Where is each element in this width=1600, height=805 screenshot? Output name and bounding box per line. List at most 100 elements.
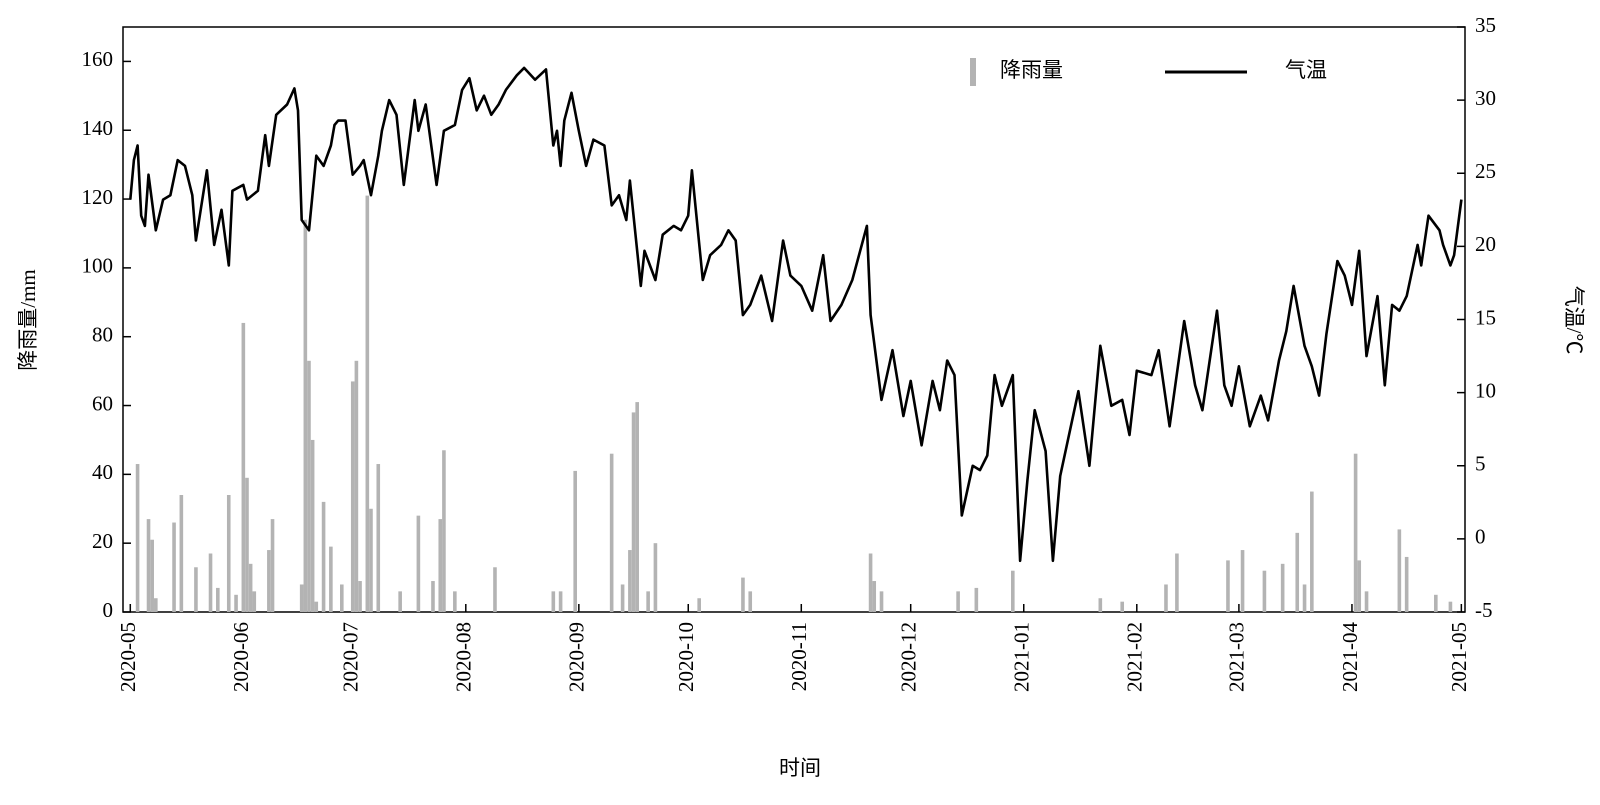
rain-bar	[1164, 584, 1168, 612]
rain-bar	[365, 195, 370, 612]
rain-bar	[956, 591, 960, 612]
rain-bar	[1120, 601, 1125, 612]
rain-bar	[314, 601, 319, 612]
x-tick-label: 2020-09	[565, 622, 589, 692]
y2-tick-label: 25	[1475, 159, 1496, 183]
y2-tick-label: 15	[1475, 305, 1496, 329]
x-tick-label: 2021-04	[1338, 622, 1362, 692]
rain-bar	[868, 553, 873, 612]
rain-bar	[879, 591, 884, 612]
rain-bar	[453, 591, 457, 612]
y2-tick-label: 20	[1475, 232, 1496, 256]
rain-bar	[234, 594, 238, 612]
y-tick-label: 160	[82, 47, 114, 71]
y2-tick-label: 10	[1475, 378, 1496, 402]
rain-bar	[1357, 560, 1362, 612]
rain-bar	[438, 519, 443, 612]
rain-bar	[248, 563, 253, 612]
rain-bar	[321, 501, 326, 612]
x-tick-label: 2021-03	[1225, 622, 1249, 692]
rain-bar	[226, 495, 231, 612]
rain-bar	[872, 581, 877, 612]
rain-bar	[1310, 491, 1314, 612]
rain-bar	[646, 591, 650, 612]
rain-bar	[442, 450, 446, 612]
rain-bar	[558, 591, 563, 612]
rain-bar	[241, 322, 246, 612]
y-tick-label: 80	[92, 323, 113, 347]
y-tick-label: 120	[82, 185, 114, 209]
rain-bar	[398, 591, 402, 612]
rain-bar	[628, 550, 632, 612]
rain-bar	[307, 360, 311, 612]
rain-bar	[697, 598, 701, 612]
y-tick-label: 40	[92, 460, 113, 484]
rain-bar	[609, 453, 614, 612]
temperature-line	[129, 66, 1463, 563]
rain-bar	[310, 439, 315, 612]
rain-bar	[416, 515, 421, 612]
rain-bar	[245, 477, 249, 612]
rain-bar	[1098, 598, 1103, 612]
rain-bar	[146, 519, 151, 612]
x-axis-label: 时间	[779, 756, 821, 780]
rain-bar	[1448, 601, 1453, 612]
rain-bar	[150, 539, 154, 612]
legend-label: 气温	[1285, 58, 1327, 82]
rain-bar	[340, 584, 344, 612]
x-tick-label: 2021-02	[1123, 622, 1147, 692]
rain-bar	[303, 219, 308, 613]
x-tick-label: 2021-01	[1010, 622, 1034, 692]
rain-bar	[154, 598, 158, 612]
rain-bar	[252, 591, 257, 612]
rain-bar	[974, 587, 979, 612]
rain-bar	[1280, 563, 1285, 612]
x-tick-label: 2020-06	[229, 622, 253, 692]
rain-bar	[493, 567, 497, 612]
rain-bar	[635, 402, 639, 612]
y2-tick-label: 0	[1475, 525, 1486, 549]
rain-bar	[299, 584, 304, 612]
rain-bar	[1240, 550, 1245, 612]
rain-bar	[376, 464, 381, 612]
y2-axis-label: 气温/℃	[1562, 286, 1586, 355]
rain-bar	[179, 495, 184, 612]
rain-bar	[573, 470, 577, 612]
x-tick-label: 2020-08	[452, 622, 476, 692]
rain-bar	[267, 550, 271, 612]
rain-bar	[748, 591, 753, 612]
rain-bar	[653, 543, 658, 612]
rain-bar	[208, 553, 213, 612]
y-tick-label: 100	[82, 254, 114, 278]
rain-bar	[172, 522, 176, 612]
y2-tick-label: 35	[1475, 13, 1496, 37]
x-tick-label: 2021-05	[1447, 622, 1471, 692]
y-tick-label: 140	[82, 116, 114, 140]
rain-bar	[1364, 591, 1369, 612]
y2-tick-label: 30	[1475, 86, 1496, 110]
rain-bar	[1175, 553, 1179, 612]
rain-bar	[1404, 556, 1409, 612]
rain-bar	[620, 584, 625, 612]
rain-bar	[358, 581, 362, 612]
rain-bar	[329, 546, 333, 612]
rain-bar	[216, 587, 220, 612]
x-tick-label: 2020-07	[339, 622, 363, 692]
y2-tick-label: 5	[1475, 452, 1486, 476]
rain-bar	[1434, 594, 1438, 612]
rain-bar	[270, 519, 275, 612]
rain-bar	[1353, 453, 1358, 612]
x-tick-label: 2020-11	[787, 622, 811, 691]
rain-bar	[551, 591, 556, 612]
rain-bar	[1302, 584, 1307, 612]
rain-bar	[1011, 570, 1015, 612]
y-tick-label: 20	[92, 529, 113, 553]
x-tick-label: 2020-05	[116, 622, 140, 692]
y-axis-label: 降雨量/mm	[16, 269, 40, 371]
rain-bar	[1262, 570, 1267, 612]
y-tick-label: 60	[92, 391, 113, 415]
rain-bar	[741, 577, 745, 612]
legend-label: 降雨量	[1000, 58, 1063, 82]
rain-bar	[135, 464, 140, 612]
rain-bar	[1397, 529, 1402, 612]
